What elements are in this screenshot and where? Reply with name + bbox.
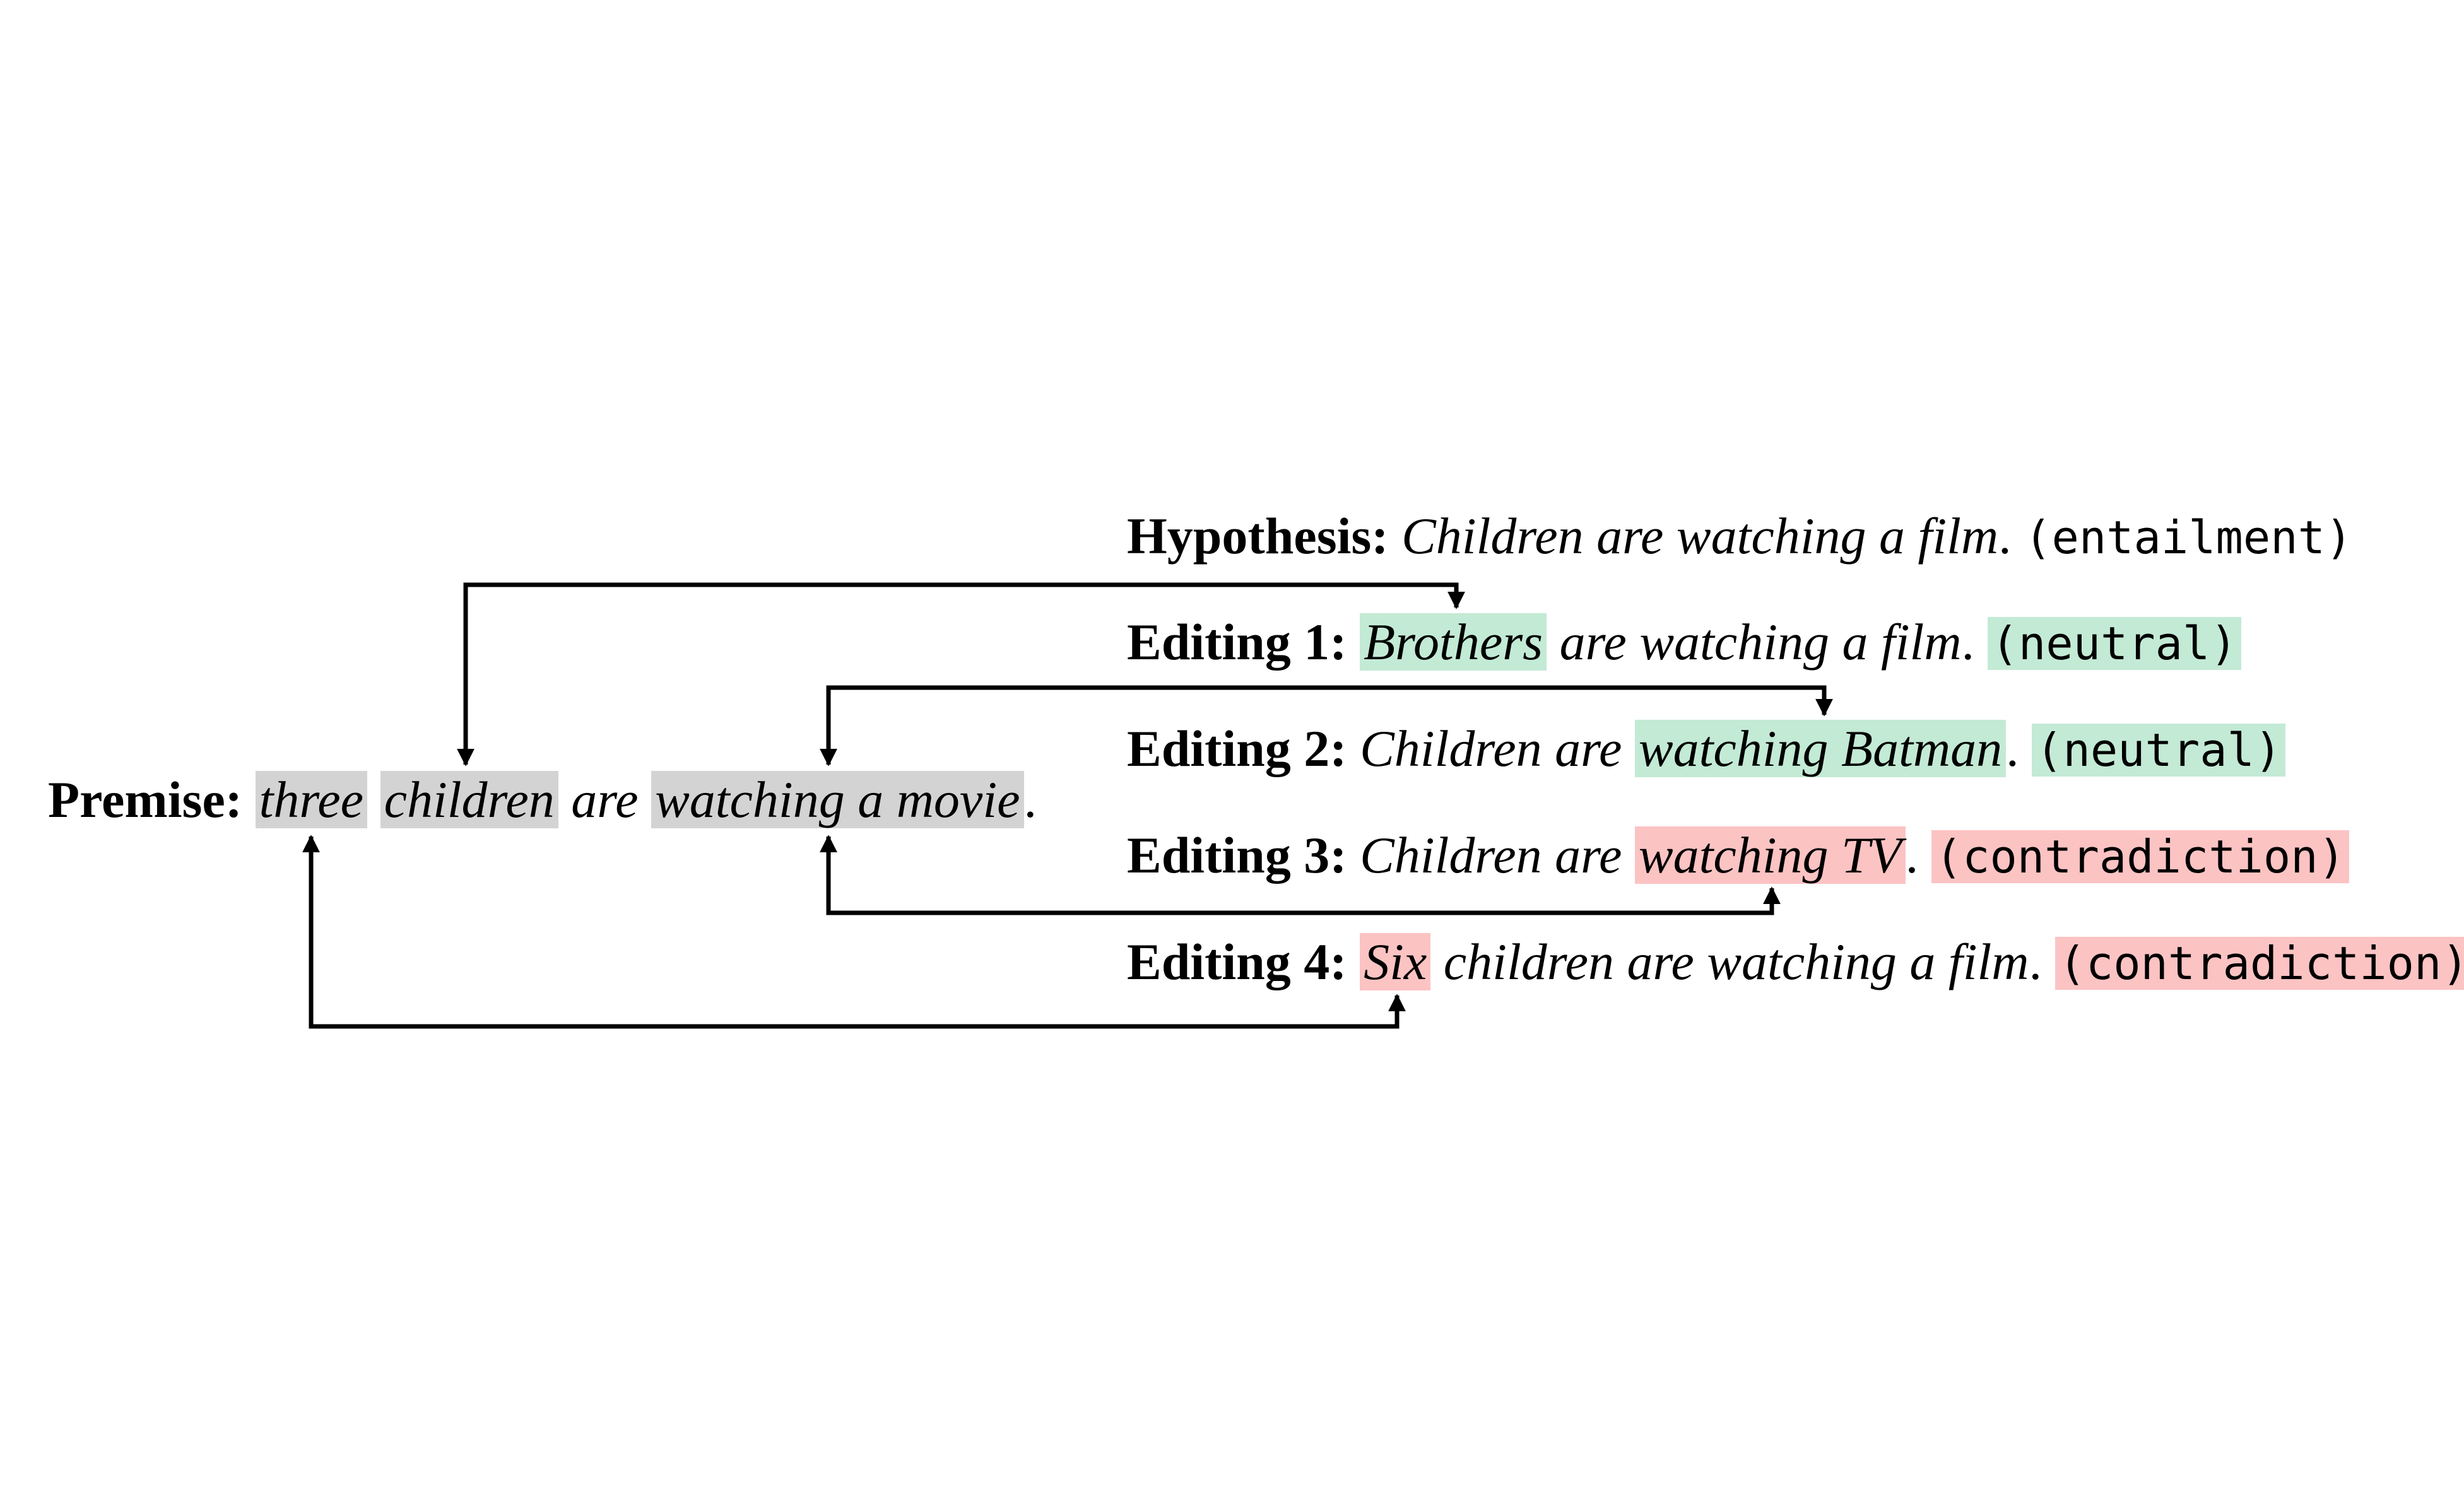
editing-1-period: . — [1961, 613, 1975, 671]
hypothesis-label: Hypothesis: — [1127, 507, 1389, 565]
premise-word-three: three — [255, 771, 368, 828]
editing-2-period: . — [2006, 720, 2019, 777]
arrow-three-to-six — [302, 835, 1406, 1029]
hypothesis-line: Hypothesis: Children are watching a film… — [1127, 502, 2352, 571]
editing-1-tag: (neutral) — [1987, 617, 2241, 670]
premise-phrase-watching-a-movie: watching a movie — [651, 771, 1024, 828]
hypothesis-tag: (entailment) — [2024, 511, 2353, 564]
editing-4-tag: (contradiction) — [2054, 937, 2464, 990]
editing-2-tag: (neutral) — [2032, 724, 2286, 777]
editing-4-rest: children are watching a film — [1443, 933, 2029, 990]
premise-label: Premise: — [48, 771, 243, 828]
hypothesis-text: Children are watching a film — [1401, 507, 1999, 565]
editing-4-period: . — [2029, 933, 2043, 990]
premise-period: . — [1023, 771, 1037, 828]
arrow-children-to-brothers — [457, 582, 1465, 766]
editing-1-rest: are watching a film — [1559, 613, 1962, 671]
editing-3-period: . — [1905, 826, 1919, 884]
arrow-movie-to-batman — [820, 685, 1833, 766]
editing-3-tag: (contradiction) — [1931, 830, 2349, 883]
premise-word-children: children — [380, 771, 558, 828]
premise-line: Premise: three children are watching a m… — [48, 765, 1037, 835]
premise-word-are: are — [571, 771, 639, 828]
hypothesis-period: . — [1998, 507, 2012, 565]
arrow-movie-to-tv — [820, 835, 1781, 915]
